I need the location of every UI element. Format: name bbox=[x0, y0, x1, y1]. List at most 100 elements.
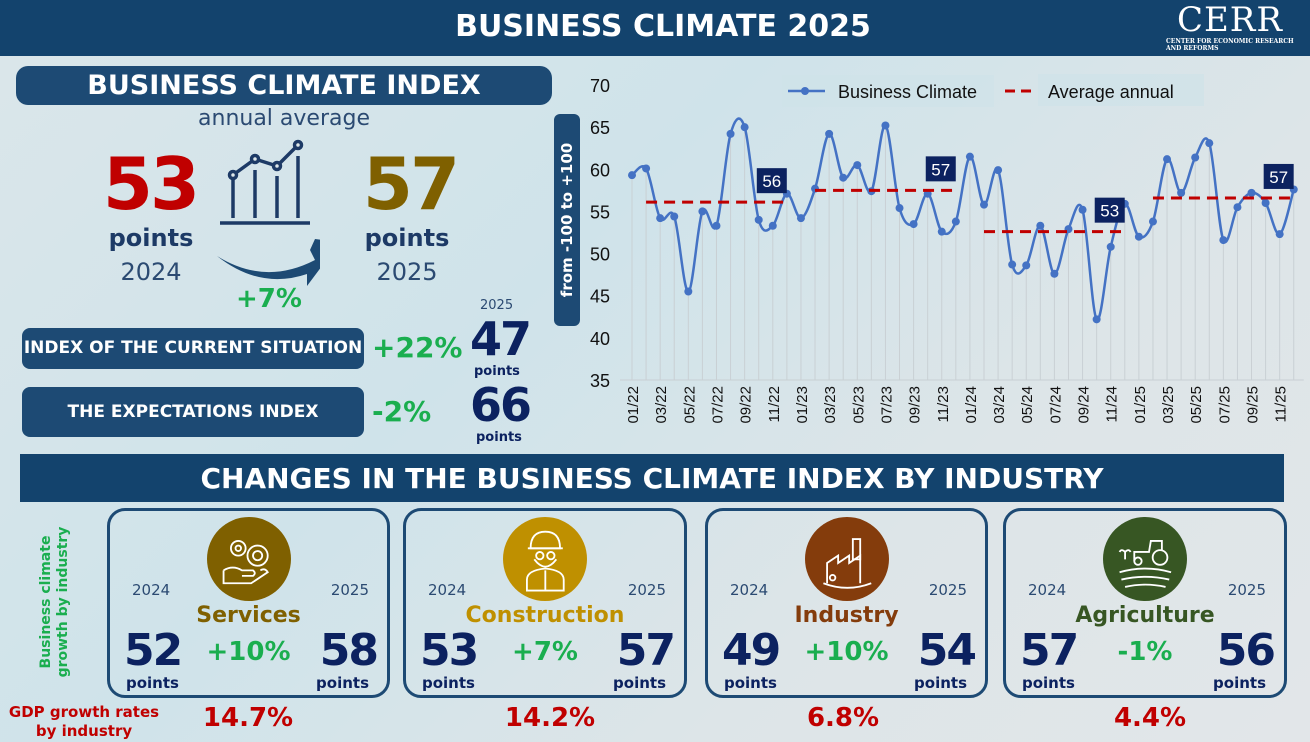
factory-icon bbox=[804, 517, 889, 601]
x-tick-label: 01/25 bbox=[1132, 386, 1149, 424]
y-tick-label: 35 bbox=[590, 371, 610, 391]
expectations-value: 66 bbox=[470, 378, 532, 432]
data-point bbox=[909, 220, 918, 229]
industry-change: -1% bbox=[1117, 637, 1173, 667]
logo-subtitle: CENTER FOR ECONOMIC RESEARCH AND REFORMS bbox=[1166, 38, 1294, 52]
gdp-label-line2: by industry bbox=[35, 722, 133, 740]
data-point bbox=[712, 221, 721, 230]
unit-prev: points bbox=[422, 674, 475, 692]
gdp-growth-industry: 6.8% bbox=[806, 703, 880, 733]
data-point bbox=[839, 173, 848, 182]
year-prev: 2024 bbox=[132, 581, 171, 599]
worker-helmet-icon bbox=[503, 517, 587, 601]
data-point bbox=[1233, 203, 1242, 212]
tractor-field-icon bbox=[1103, 517, 1187, 601]
y-tick-label: 70 bbox=[590, 76, 610, 96]
gdp-label: GDP growth rates by industry bbox=[4, 703, 164, 741]
current-situation-change: +22% bbox=[372, 331, 463, 364]
data-point bbox=[1050, 269, 1059, 278]
value-curr: 57 bbox=[616, 625, 676, 676]
data-point bbox=[768, 221, 777, 230]
side-label-line1: Business climate bbox=[38, 535, 54, 669]
gdp-growth-construction: 14.2% bbox=[504, 703, 596, 733]
data-point bbox=[1078, 205, 1087, 214]
data-point bbox=[1022, 261, 1031, 270]
data-point bbox=[1247, 188, 1256, 197]
industry-card-industry: 2024 2025 Industry 49 54 points points +… bbox=[705, 508, 988, 698]
data-point bbox=[796, 214, 805, 223]
x-tick-label: 11/23 bbox=[935, 386, 952, 422]
value-prev: 52 bbox=[124, 625, 183, 676]
y-tick-label: 55 bbox=[590, 202, 610, 222]
prev-unit: points bbox=[108, 224, 194, 252]
data-point bbox=[656, 214, 665, 223]
legend-average-annual: Average annual bbox=[1048, 82, 1174, 102]
current-situation-unit: points bbox=[474, 364, 520, 379]
x-tick-label: 05/22 bbox=[681, 386, 698, 424]
data-point bbox=[1134, 232, 1143, 241]
data-point bbox=[937, 227, 946, 236]
industry-name: Services bbox=[196, 603, 301, 628]
chart-growth-icon bbox=[217, 139, 320, 286]
curr-unit: points bbox=[364, 224, 450, 252]
data-point bbox=[726, 129, 735, 138]
expectations-change: -2% bbox=[372, 395, 432, 428]
average-label-box-2025 bbox=[1263, 163, 1294, 189]
average-label-box-2022 bbox=[756, 168, 787, 194]
curr-value: 57 bbox=[362, 142, 460, 226]
data-point bbox=[1163, 155, 1172, 164]
average-label-box-2023 bbox=[925, 156, 956, 182]
value-prev: 57 bbox=[1020, 625, 1079, 676]
sub-index-year: 2025 bbox=[480, 298, 514, 313]
data-point bbox=[881, 121, 890, 130]
year-prev: 2024 bbox=[1028, 581, 1067, 599]
data-point bbox=[642, 164, 651, 173]
data-point bbox=[1261, 199, 1270, 207]
average-label-box-2024 bbox=[1094, 197, 1125, 223]
x-tick-label: 07/23 bbox=[878, 386, 895, 424]
data-point bbox=[698, 207, 707, 216]
unit-prev: points bbox=[724, 674, 777, 692]
value-prev: 53 bbox=[420, 625, 479, 676]
expectations-unit: points bbox=[476, 430, 522, 445]
year-prev: 2024 bbox=[428, 581, 467, 599]
gdp-growth-agriculture: 4.4% bbox=[1113, 703, 1187, 733]
y-tick-label: 40 bbox=[590, 329, 610, 349]
industry-change: +7% bbox=[512, 637, 578, 667]
data-point bbox=[994, 166, 1003, 175]
logo-text: CERR bbox=[1176, 0, 1284, 40]
x-tick-label: 01/22 bbox=[625, 386, 642, 424]
x-tick-label: 11/24 bbox=[1104, 386, 1121, 422]
data-point bbox=[1106, 242, 1115, 251]
unit-prev: points bbox=[1022, 674, 1075, 692]
average-label-2023: 57 bbox=[931, 160, 950, 179]
data-point bbox=[825, 129, 834, 138]
y-tick-label: 50 bbox=[590, 245, 610, 265]
y-tick-label: 65 bbox=[590, 118, 610, 138]
value-curr: 56 bbox=[1216, 625, 1276, 676]
x-tick-label: 03/23 bbox=[822, 386, 839, 424]
unit-curr: points bbox=[316, 674, 369, 692]
data-point bbox=[1008, 260, 1017, 269]
value-curr: 58 bbox=[319, 625, 379, 676]
expectations-label: THE EXPECTATIONS INDEX bbox=[22, 387, 364, 437]
industry-card-services: 2024 2025 Services 52 58 points points +… bbox=[107, 508, 390, 698]
data-point bbox=[1092, 315, 1101, 324]
x-tick-label: 01/23 bbox=[794, 386, 811, 424]
data-point bbox=[740, 123, 749, 132]
data-point bbox=[1177, 188, 1186, 197]
industry-card-agriculture: 2024 2025 Agriculture 57 56 points point… bbox=[1003, 508, 1287, 698]
annual-change: +7% bbox=[236, 284, 302, 314]
y-tick-label: 60 bbox=[590, 160, 610, 180]
unit-curr: points bbox=[1213, 674, 1266, 692]
x-tick-label: 03/22 bbox=[653, 386, 670, 424]
current-situation-value: 47 bbox=[470, 312, 532, 366]
x-tick-label: 07/25 bbox=[1216, 386, 1233, 424]
data-point bbox=[1219, 236, 1228, 245]
x-tick-label: 09/24 bbox=[1076, 386, 1093, 424]
legend-business-climate: Business Climate bbox=[838, 82, 977, 102]
x-tick-label: 11/25 bbox=[1273, 386, 1290, 422]
header-bar bbox=[0, 0, 1310, 56]
year-curr: 2025 bbox=[1227, 581, 1266, 599]
data-point bbox=[951, 217, 960, 226]
